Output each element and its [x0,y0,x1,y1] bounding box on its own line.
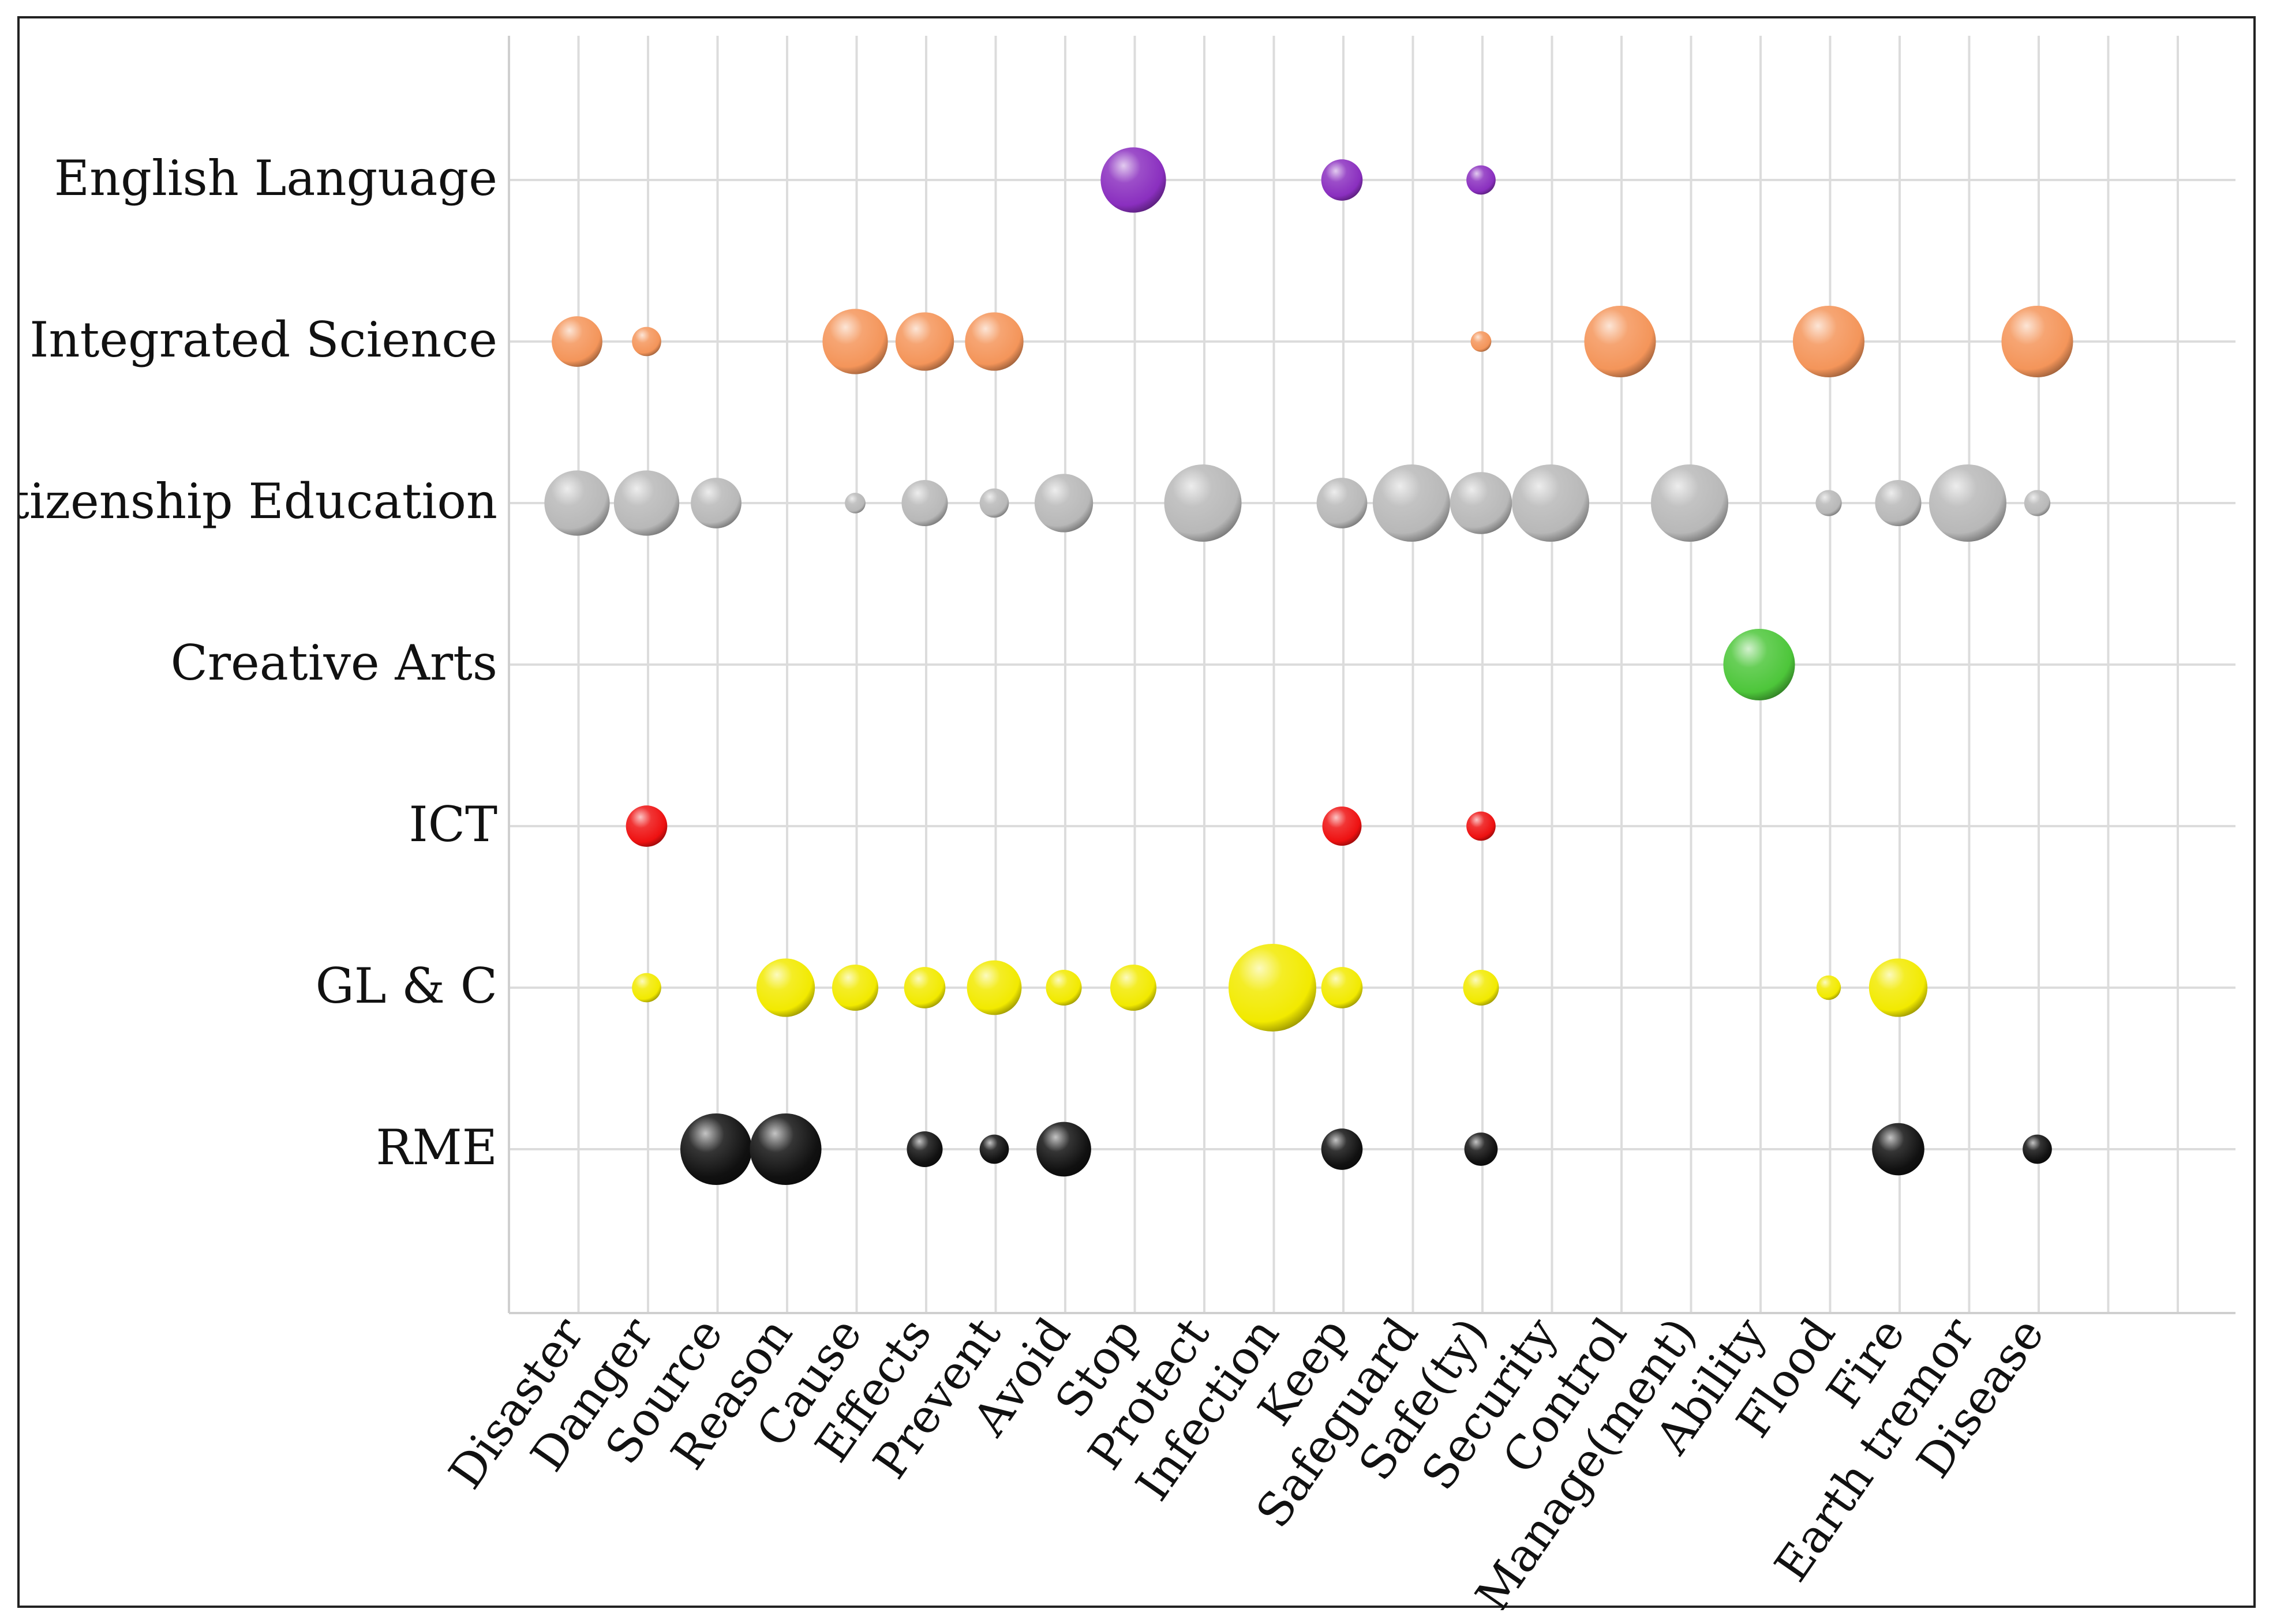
y-tick-label: GL & C [316,958,497,1014]
bubble [1100,147,1166,213]
bubble [632,973,661,1003]
y-tick-label: Integrated Science [29,312,497,368]
bubble [1650,464,1729,542]
bubble [1036,1122,1091,1177]
bubble [907,1131,943,1168]
bubble [1321,967,1363,1008]
bubble [632,327,661,357]
bubble [1792,305,1865,378]
bubble [1316,478,1368,528]
bubble [901,479,948,527]
bubble [626,805,668,847]
bubble [904,967,946,1008]
bubble [1046,969,1082,1006]
bubble [1584,305,1656,378]
bubble [756,958,815,1017]
bubble [1466,811,1496,841]
bubble-chart: English Language Integrated Science Citize… [20,36,2235,1610]
bubble [979,488,1009,518]
y-tick-label: Creative Arts [171,635,497,691]
bubble [1815,490,1842,516]
bubble [2023,1134,2052,1164]
bubble [967,960,1022,1015]
bubble [832,964,879,1011]
bubble [680,1113,752,1186]
bubble [895,312,954,371]
bubble [1450,472,1512,534]
bubble [1110,964,1157,1011]
bubble [2024,490,2051,516]
bubble [1872,1123,1924,1176]
bubble [1466,165,1496,195]
y-tick-label: RME [376,1119,497,1176]
bubble [552,316,602,367]
bubble [1321,159,1363,201]
bubble [1321,1128,1363,1170]
chart-frame: English Language Integrated Science Citize… [17,16,2256,1610]
bubble [691,478,742,528]
bubble [845,493,866,513]
bubble-layer [544,147,2073,1186]
y-tick-labels: English Language Integrated Science Citize… [20,150,497,1176]
bubble [1875,479,1922,527]
bubble [965,312,1024,371]
bubble [1868,958,1928,1017]
bubble [1511,464,1590,542]
y-tick-label: English Language [54,150,497,207]
bubble [822,309,888,374]
bubble [1816,975,1841,1000]
y-tick-label: ICT [409,796,497,853]
bubble [1464,1132,1498,1166]
bubble [1164,464,1242,542]
bubble [1229,944,1316,1032]
bubble [1929,464,2007,542]
axis-layer [508,36,2235,1314]
bubble [750,1113,822,1186]
bubble [544,470,610,536]
bubble [2001,305,2073,378]
bubble [1723,628,1795,701]
bubble [1322,807,1362,846]
y-tick-label: Citizenship Education [20,473,497,530]
bubble [1463,969,1499,1006]
bubble [613,470,680,536]
bubble [1034,474,1094,532]
bubble [1470,331,1492,352]
bubble [979,1134,1009,1164]
bubble [1372,464,1451,542]
x-tick-labels: DisasterDangerSourceReasonCauseEffectsPr… [439,1308,2054,1610]
grid-layer [508,36,2235,1313]
